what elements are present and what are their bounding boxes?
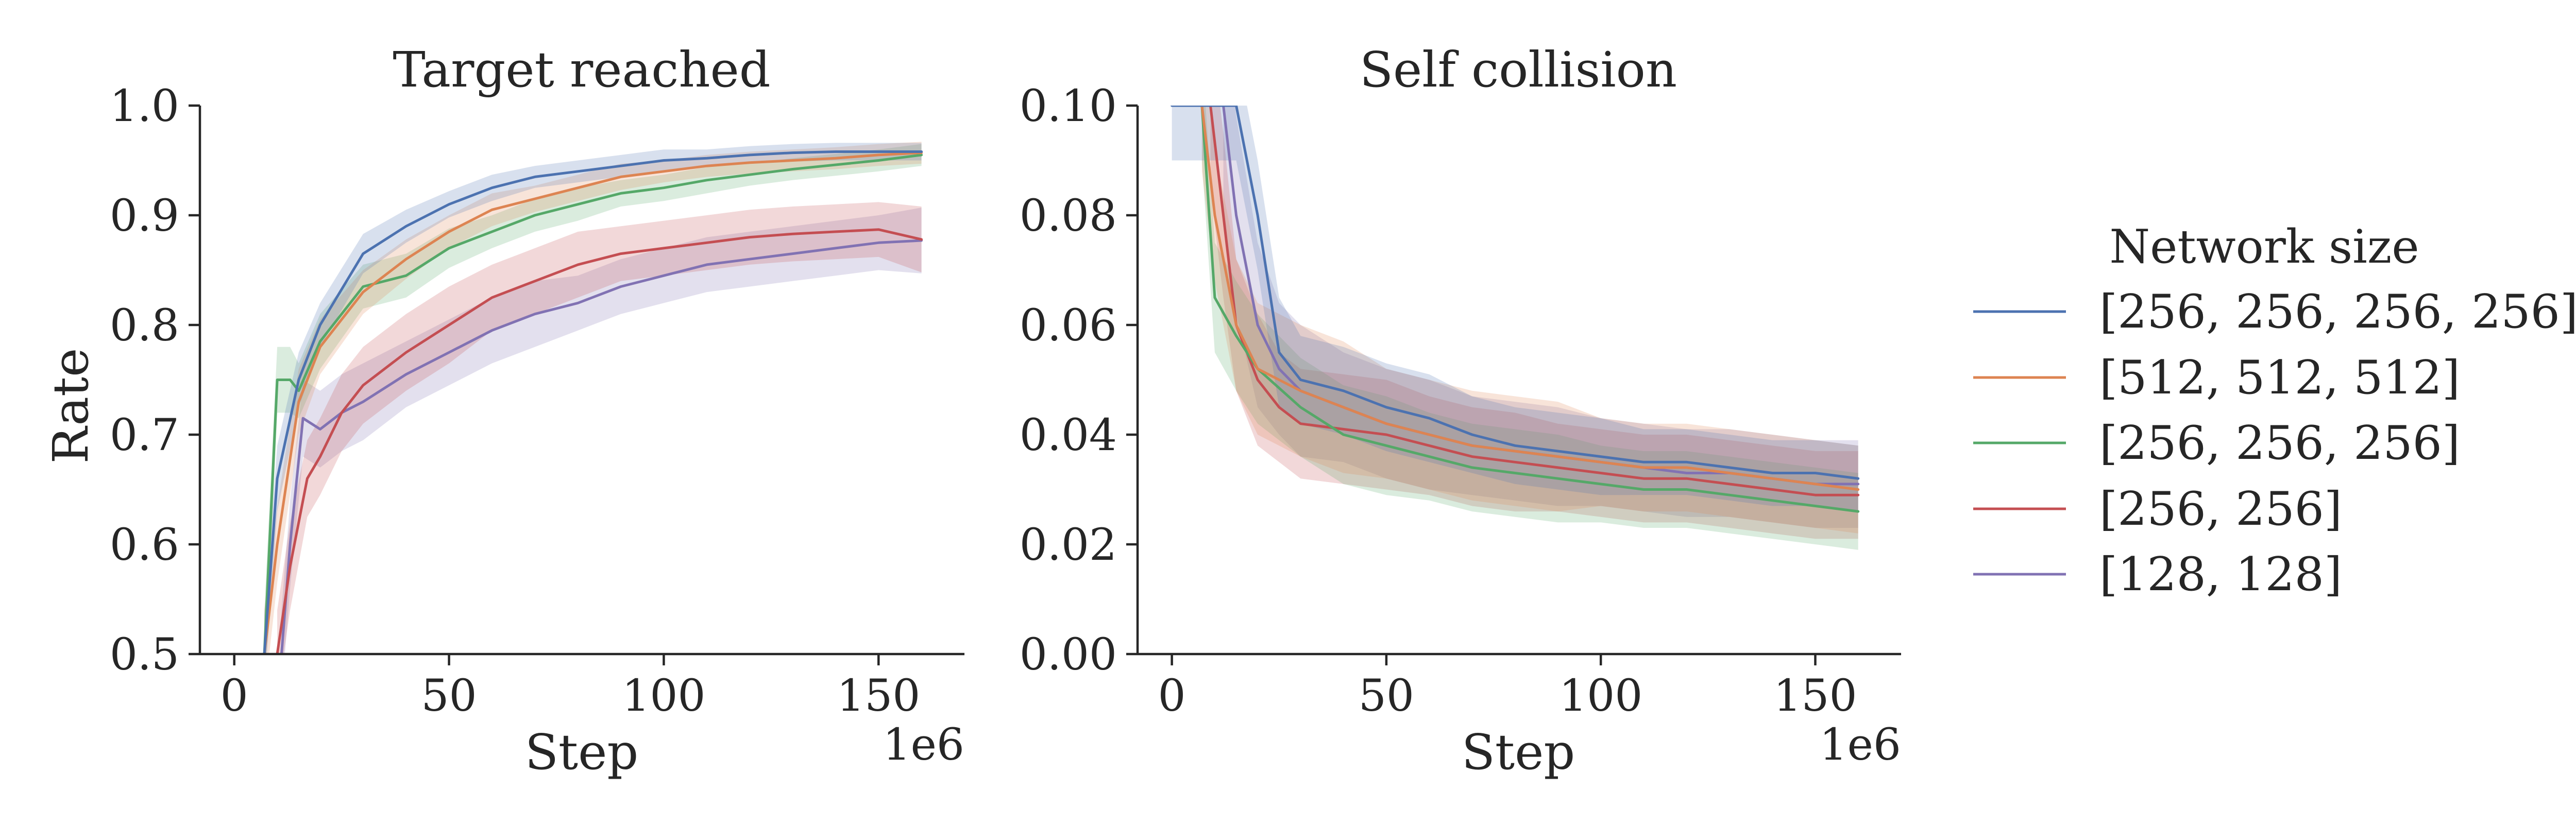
x-tick-label: 150 [1773, 671, 1857, 722]
x-tick-label: 100 [1559, 671, 1642, 722]
legend-item: [256, 256, 256, 256] [1973, 285, 2576, 339]
chart-panel-target-reached: Target reached Rate Step 1e6 0 50 100 150 0.… [43, 42, 964, 781]
legend-item: [256, 256] [1973, 482, 2342, 536]
legend-title: Network size [2109, 220, 2419, 274]
chart-title: Self collision [1360, 42, 1677, 98]
confidence-band [277, 202, 922, 654]
x-tick-label: 50 [421, 671, 477, 722]
chart-title: Target reached [393, 42, 770, 98]
y-tick-label: 0.9 [110, 191, 179, 242]
y-tick-label: 0.06 [1020, 300, 1117, 351]
y-tick-label: 0.00 [1020, 629, 1117, 680]
confidence-band [1201, 106, 1858, 534]
series-line [263, 151, 923, 654]
confidence-band [264, 144, 922, 654]
y-axis-label: Rate [43, 348, 99, 464]
x-axis-offset-label: 1e6 [1820, 719, 1901, 770]
legend-item: [512, 512, 512] [1973, 351, 2460, 405]
y-tick-label: 1.0 [110, 81, 179, 132]
plot-area [1171, 106, 1860, 550]
confidence-band [281, 208, 922, 654]
legend-item: [128, 128] [1973, 547, 2342, 602]
series-line [276, 228, 923, 654]
series-line [280, 239, 923, 654]
x-axis-label: Step [1462, 724, 1575, 781]
chart-panel-self-collision: Self collision Step 1e6 0 50 100 150 0.00 0.0… [1020, 42, 1901, 781]
series-line [1200, 106, 1860, 491]
legend-label: [256, 256, 256] [2099, 416, 2460, 470]
plot-area [263, 142, 923, 654]
x-tick-label: 50 [1359, 671, 1414, 722]
legend-label: [128, 128] [2099, 547, 2342, 602]
confidence-band [1210, 106, 1858, 539]
y-tick-label: 0.04 [1020, 410, 1117, 461]
y-tick-label: 0.02 [1020, 520, 1117, 571]
legend: Network size [256, 256, 256, 256] [512, … [1973, 220, 2576, 602]
confidence-band [1172, 106, 1858, 512]
series-line [1171, 106, 1860, 480]
confidence-band [1201, 106, 1858, 550]
series-line [263, 153, 923, 654]
y-tick-label: 0.6 [110, 520, 179, 571]
y-tick-label: 0.7 [110, 410, 179, 461]
x-tick-label: 150 [837, 671, 920, 722]
legend-item: [256, 256, 256] [1973, 416, 2460, 470]
legend-label: [512, 512, 512] [2099, 351, 2460, 405]
x-axis-label: Step [525, 724, 638, 781]
x-axis-offset-label: 1e6 [883, 719, 964, 770]
y-tick-label: 0.8 [110, 300, 179, 351]
legend-label: [256, 256] [2099, 482, 2342, 536]
y-tick-label: 0.08 [1020, 191, 1117, 242]
y-tick-label: 0.5 [110, 629, 179, 680]
legend-label: [256, 256, 256, 256] [2099, 285, 2576, 339]
x-tick-label: 0 [1158, 671, 1186, 722]
x-tick-label: 100 [622, 671, 705, 722]
series-line [1209, 106, 1860, 496]
series-line [263, 150, 923, 654]
x-tick-label: 0 [221, 671, 248, 722]
y-tick-label: 0.10 [1020, 81, 1117, 132]
